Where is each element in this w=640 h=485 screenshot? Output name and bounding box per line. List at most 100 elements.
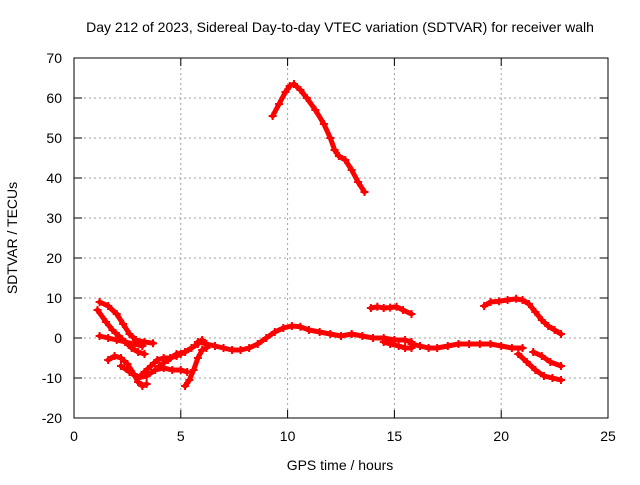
data-point [245, 344, 254, 352]
data-point [401, 336, 410, 344]
data-point [548, 374, 557, 382]
series-track-15 [514, 350, 566, 384]
data-point [236, 346, 245, 354]
y-tick-label: 20 [46, 250, 62, 266]
data-point [134, 348, 143, 356]
data-point [189, 366, 198, 374]
data-point [557, 376, 566, 384]
series-track-3 [93, 306, 149, 358]
data-point [539, 372, 548, 380]
data-point [341, 156, 350, 164]
series-track-14 [480, 294, 566, 338]
series-trace [270, 81, 367, 195]
data-point [151, 366, 160, 374]
series-track-1 [268, 80, 369, 196]
data-point [531, 366, 540, 374]
data-point [398, 306, 407, 314]
data-point [275, 100, 284, 108]
data-point [557, 362, 566, 370]
data-point [507, 344, 516, 352]
data-point [524, 300, 533, 308]
data-point [296, 86, 305, 94]
x-tick-label: 5 [177, 428, 185, 444]
data-point [281, 88, 290, 96]
data-point [116, 354, 125, 362]
data-point [104, 302, 113, 310]
series-track-16 [529, 348, 566, 370]
data-point [176, 366, 185, 374]
data-point [369, 334, 378, 342]
y-tick-label: 0 [54, 330, 62, 346]
data-point [253, 340, 262, 348]
data-point [102, 318, 111, 326]
x-axis-label: GPS time / hours [287, 457, 394, 473]
data-point [285, 82, 294, 90]
y-tick-label: 70 [46, 50, 62, 66]
data-point [185, 376, 194, 384]
data-point [140, 350, 149, 358]
data-point [358, 332, 367, 340]
data-point [546, 358, 555, 366]
plot-frame [73, 57, 609, 419]
data-point [319, 120, 328, 128]
data-series [93, 80, 566, 390]
data-point [95, 332, 104, 340]
data-point [123, 360, 132, 368]
data-point [311, 106, 320, 114]
data-point [183, 368, 192, 376]
y-tick-label: -20 [42, 410, 62, 426]
data-point [443, 342, 452, 350]
data-point [129, 340, 138, 348]
data-point [334, 152, 343, 160]
series-trace [481, 296, 564, 337]
x-tick-label: 20 [493, 428, 509, 444]
data-point [394, 342, 403, 350]
data-point [219, 344, 228, 352]
x-tick-label: 0 [70, 428, 78, 444]
x-tick-label: 25 [600, 428, 616, 444]
data-point [497, 342, 506, 350]
data-point [198, 346, 207, 354]
data-point [193, 338, 202, 346]
data-point [465, 340, 474, 348]
data-point [125, 368, 134, 376]
data-point [373, 302, 382, 311]
data-point [287, 322, 296, 330]
data-point [93, 306, 102, 314]
data-point [330, 146, 339, 154]
data-point [514, 350, 523, 358]
data-point [537, 352, 546, 360]
data-point [337, 332, 345, 340]
tick-marks [73, 57, 609, 419]
chart-title: Day 212 of 2023, Sidereal Day-to-day VTE… [86, 19, 594, 35]
data-point [347, 330, 356, 338]
data-point [386, 340, 395, 348]
y-axis-label: SDTVAR / TECUs [4, 182, 20, 294]
data-point [550, 326, 559, 334]
data-point [304, 326, 313, 334]
series-track-4 [95, 332, 147, 350]
data-point [407, 340, 416, 348]
y-tick-label: 60 [46, 90, 62, 106]
data-point [104, 356, 113, 364]
data-point [475, 340, 484, 348]
data-point [518, 344, 527, 352]
data-point [531, 308, 540, 316]
data-point [326, 134, 335, 142]
data-point [529, 348, 538, 356]
data-point [202, 340, 211, 348]
data-point [262, 334, 271, 342]
data-point [104, 334, 113, 342]
x-tick-label: 15 [387, 428, 403, 444]
series-trace [530, 349, 564, 369]
data-point [279, 324, 288, 332]
series-track-11 [379, 338, 416, 352]
data-point [119, 320, 128, 328]
data-point [407, 310, 416, 318]
data-point [95, 298, 104, 306]
y-tick-labels: -20 -10 0 10 20 30 40 50 60 70 [42, 50, 62, 426]
data-point [486, 340, 495, 348]
x-tick-labels: 0 5 10 15 20 25 [70, 428, 616, 444]
data-point [181, 348, 190, 356]
